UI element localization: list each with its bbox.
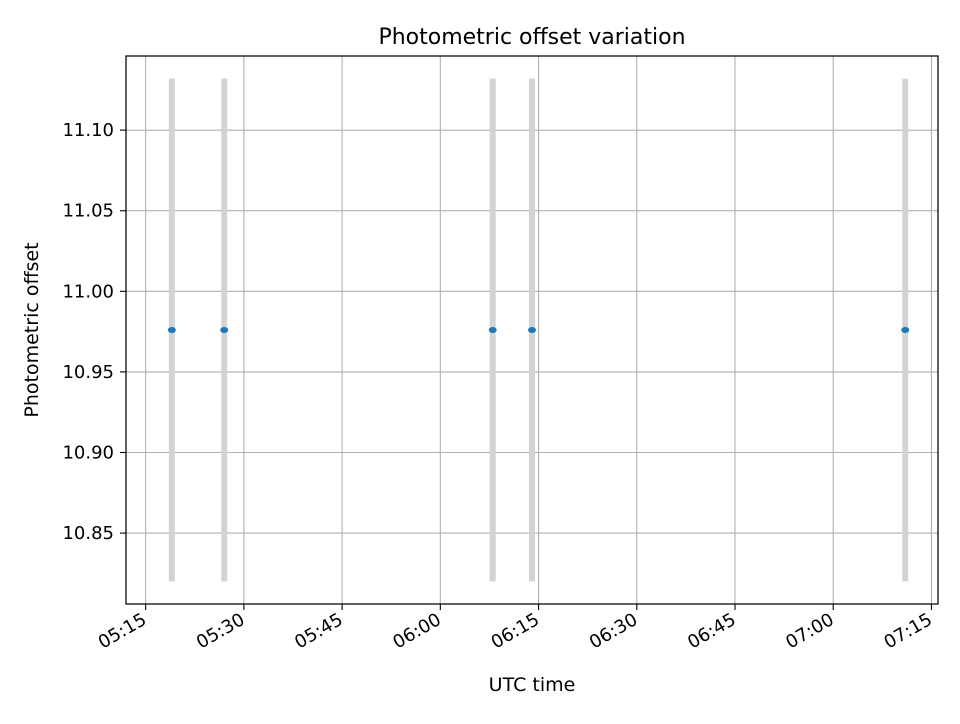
y-tick-label: 11.05 [62, 201, 114, 222]
y-tick-label: 10.85 [62, 523, 114, 544]
x-tick-label: 06:45 [684, 609, 739, 653]
y-tick-label: 10.90 [62, 442, 114, 463]
x-tick-label: 07:15 [881, 609, 936, 653]
data-point [167, 327, 176, 333]
axes-frame [125, 55, 939, 605]
y-tick-label: 11.00 [62, 281, 114, 302]
y-tick-label: 10.95 [62, 362, 114, 383]
x-tick-label: 05:45 [291, 609, 346, 653]
data-point [528, 327, 536, 333]
x-tick-label: 05:15 [95, 609, 150, 653]
data-point [220, 327, 229, 333]
data-point [901, 327, 910, 333]
data-point-layer [167, 327, 910, 333]
x-tick-label: 07:00 [782, 609, 837, 653]
y-axis-ticks: 10.85 10.90 10.95 11.00 11.05 11.10 [62, 120, 126, 544]
x-tick-label: 05:30 [193, 609, 248, 653]
x-tick-label: 06:30 [586, 609, 641, 653]
x-tick-label: 06:15 [488, 609, 543, 653]
y-tick-label: 11.10 [62, 120, 114, 141]
data-point [488, 327, 497, 333]
chart-title: Photometric offset variation [378, 25, 685, 50]
x-axis-ticks: 05:15 05:30 05:45 06:00 06:15 06:30 06:45 07:00… [95, 604, 936, 653]
x-tick-label: 06:00 [389, 609, 444, 653]
x-axis-label: UTC time [489, 674, 576, 696]
y-axis-label: Photometric offset [21, 242, 43, 417]
